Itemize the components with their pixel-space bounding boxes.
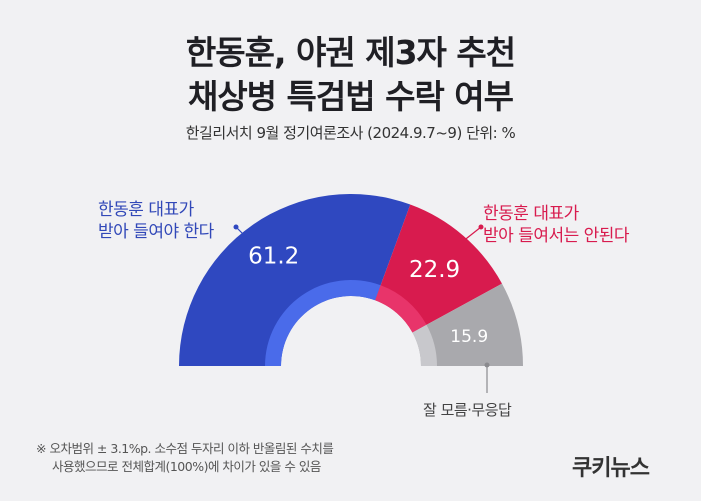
chart-title-line1: 한동훈, 야권 제3자 추천: [185, 33, 516, 72]
footnote: ※ 오차범위 ± 3.1%p. 소수점 두자리 이하 반올림된 수치를 사용했으…: [36, 440, 466, 476]
slice-inner-accept: [265, 280, 381, 366]
legend-label-reject: 한동훈 대표가 받아 들여서는 안된다: [483, 203, 693, 247]
legend-label-accept-line2: 받아 들여야 한다: [98, 222, 214, 242]
leader-dot-reject: [478, 224, 484, 230]
legend-label-reject-line2: 받아 들여서는 안된다: [483, 226, 630, 246]
slice-inner-reject: [375, 285, 427, 333]
slice-accept: [178, 193, 411, 366]
legend-label-reject-line1: 한동훈 대표가: [483, 204, 579, 224]
legend-label-accept: 한동훈 대표가 받아 들여야 한다: [98, 199, 248, 243]
value-label-unsure: 15.9: [450, 327, 488, 347]
slice-inner-unsure: [412, 324, 437, 366]
value-label-accept: 61.2: [248, 243, 299, 269]
leader-dot-unsure: [484, 362, 490, 368]
legend-label-unsure: 잘 모름·무응답: [423, 401, 512, 419]
footnote-line2: 사용했으므로 전체합계(100%)에 차이가 있을 수 있음: [52, 459, 321, 474]
legend-label-accept-line1: 한동훈 대표가: [98, 200, 194, 220]
leader-line-reject: [461, 226, 482, 243]
leader-dot-accept: [233, 224, 239, 230]
leader-line-accept: [235, 226, 250, 241]
slice-reject: [375, 204, 502, 333]
brand-logo: 쿠키뉴스: [572, 456, 650, 481]
chart-title-line2: 채상병 특검법 수락 여부: [187, 77, 514, 116]
value-label-reject: 22.9: [409, 257, 460, 283]
chart-subtitle: 한길리서치 9월 정기여론조사 (2024.9.7~9) 단위: %: [185, 124, 516, 142]
footnote-line1: ※ 오차범위 ± 3.1%p. 소수점 두자리 이하 반올림된 수치를: [36, 441, 334, 456]
slice-unsure: [412, 283, 523, 366]
